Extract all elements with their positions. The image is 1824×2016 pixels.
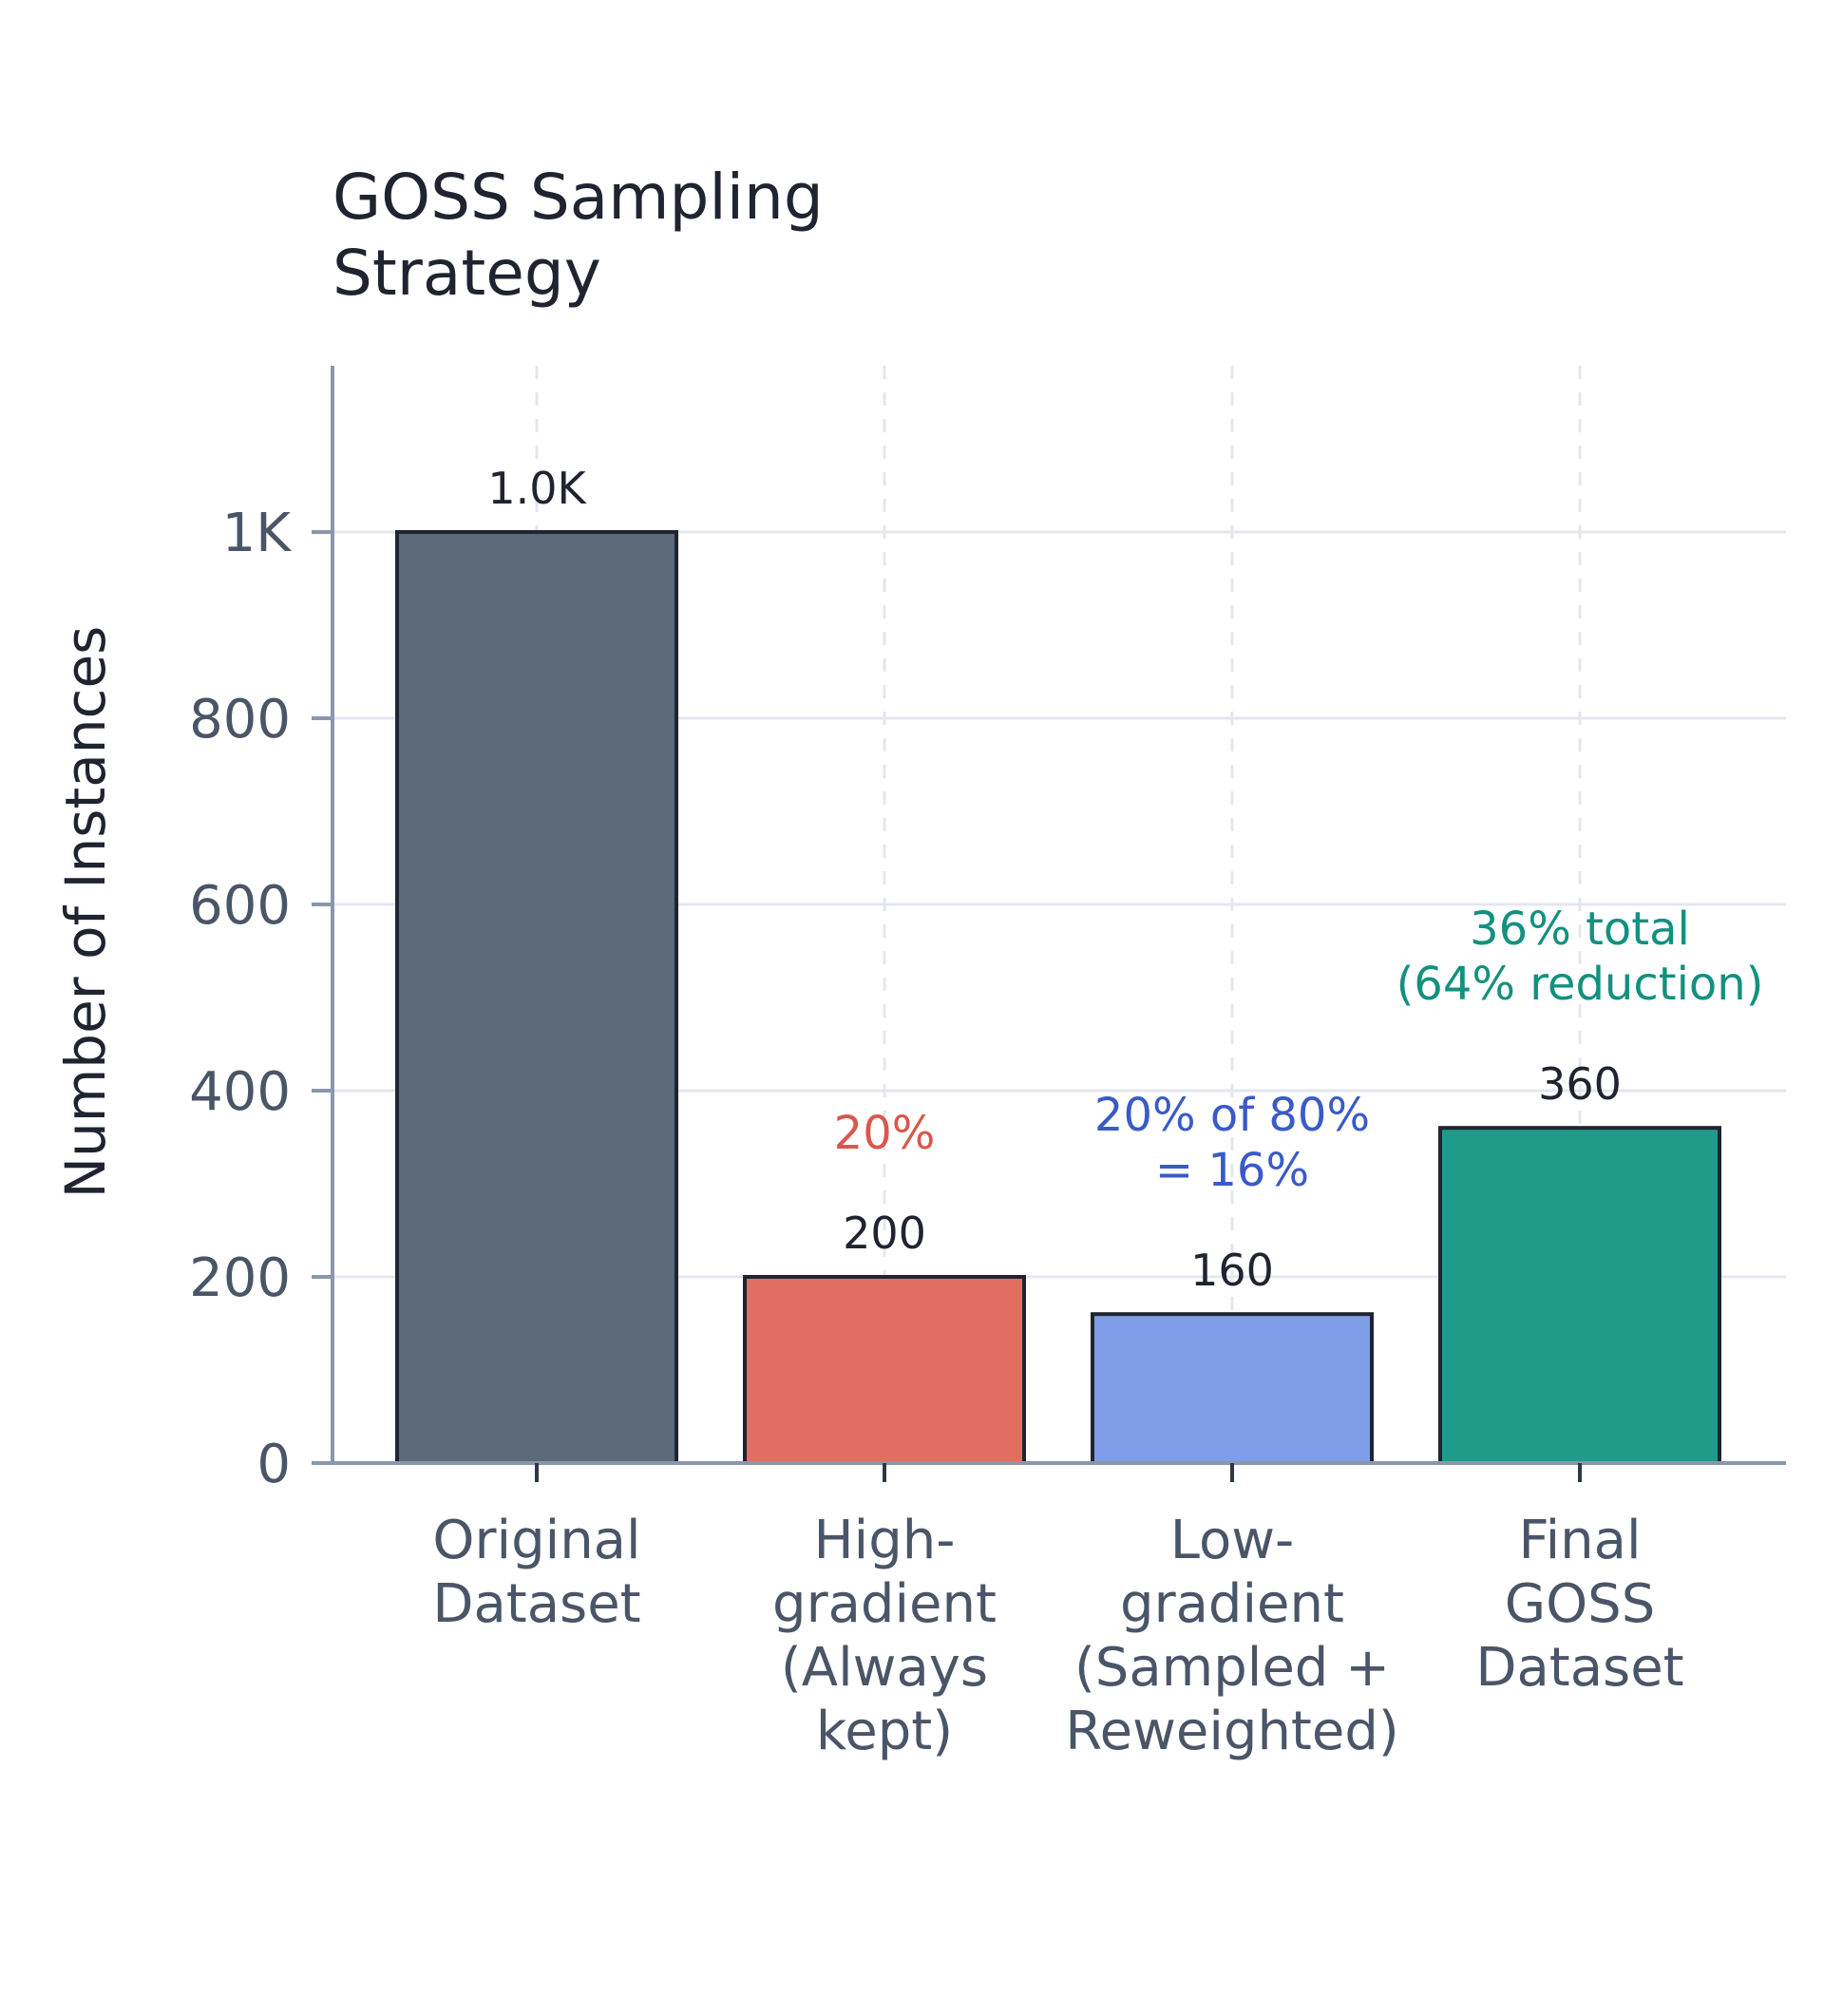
bar-0 bbox=[395, 530, 678, 1465]
y-tick-label-4: 800 bbox=[189, 689, 291, 751]
y-tick-label-3: 600 bbox=[189, 875, 291, 937]
y-tick-label-1: 200 bbox=[189, 1247, 291, 1309]
x-tick-label-1-0: High- bbox=[814, 1510, 956, 1571]
x-tick-label-2-0: Low- bbox=[1170, 1510, 1294, 1571]
annotation-0-0: 20% bbox=[834, 1107, 936, 1160]
bars-layer bbox=[395, 530, 1721, 1465]
annotation-2-0: 36% total bbox=[1470, 903, 1690, 956]
value-label-2: 160 bbox=[1190, 1245, 1274, 1296]
labels-layer: 02004006008001KOriginalDatasetHigh-gradi… bbox=[53, 161, 1763, 1762]
x-tick-label-3-1: GOSS bbox=[1505, 1573, 1656, 1635]
y-axis-label: Number of Instances bbox=[53, 626, 118, 1199]
value-label-0: 1.0K bbox=[487, 463, 587, 514]
y-tick-label-0: 0 bbox=[256, 1434, 291, 1495]
x-tick-label-1-3: kept) bbox=[816, 1701, 953, 1762]
axes-layer bbox=[312, 366, 1786, 1482]
value-label-1: 200 bbox=[843, 1208, 926, 1259]
chart-title-line-1: Strategy bbox=[332, 237, 601, 310]
x-tick-label-1-2: (Always bbox=[781, 1637, 988, 1699]
y-tick-label-5: 1K bbox=[222, 503, 293, 564]
bar-3 bbox=[1438, 1126, 1721, 1465]
x-tick-label-0-1: Dataset bbox=[432, 1573, 640, 1635]
bar-2 bbox=[1091, 1312, 1374, 1465]
y-tick-label-2: 400 bbox=[189, 1061, 291, 1123]
x-tick-label-3-0: Final bbox=[1518, 1510, 1641, 1571]
annotation-1-1: = 16% bbox=[1155, 1144, 1309, 1197]
x-tick-label-2-2: (Sampled + bbox=[1074, 1637, 1390, 1699]
annotation-2-1: (64% reduction) bbox=[1396, 958, 1764, 1011]
chart-title-line-0: GOSS Sampling bbox=[332, 161, 824, 234]
x-tick-label-3-2: Dataset bbox=[1475, 1637, 1683, 1699]
x-tick-label-1-1: gradient bbox=[772, 1573, 997, 1635]
value-label-3: 360 bbox=[1538, 1058, 1622, 1110]
x-tick-label-0-0: Original bbox=[432, 1510, 640, 1571]
bar-1 bbox=[743, 1275, 1026, 1465]
x-tick-label-2-3: Reweighted) bbox=[1065, 1701, 1399, 1762]
x-tick-label-2-1: gradient bbox=[1120, 1573, 1344, 1635]
annotation-1-0: 20% of 80% bbox=[1094, 1089, 1370, 1142]
